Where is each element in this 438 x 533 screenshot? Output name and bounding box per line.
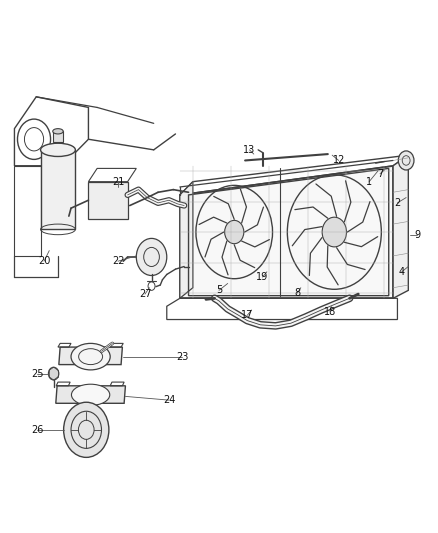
Text: 9: 9 bbox=[414, 230, 420, 240]
Circle shape bbox=[225, 220, 244, 244]
Text: 21: 21 bbox=[112, 176, 124, 187]
Text: 22: 22 bbox=[112, 256, 124, 266]
Ellipse shape bbox=[53, 128, 63, 134]
Text: 19: 19 bbox=[256, 272, 268, 282]
Polygon shape bbox=[41, 150, 75, 229]
Text: 25: 25 bbox=[31, 369, 43, 378]
Text: 26: 26 bbox=[31, 425, 43, 435]
Polygon shape bbox=[56, 386, 125, 403]
Polygon shape bbox=[59, 347, 122, 365]
Text: 27: 27 bbox=[139, 289, 151, 299]
Text: 24: 24 bbox=[163, 395, 175, 405]
Polygon shape bbox=[393, 155, 408, 298]
Text: 5: 5 bbox=[216, 285, 222, 295]
Ellipse shape bbox=[71, 343, 110, 370]
Text: 12: 12 bbox=[332, 156, 345, 165]
Circle shape bbox=[136, 238, 167, 276]
Circle shape bbox=[64, 402, 109, 457]
Text: 23: 23 bbox=[176, 352, 188, 361]
Polygon shape bbox=[53, 131, 63, 142]
Polygon shape bbox=[180, 166, 393, 298]
Text: 17: 17 bbox=[241, 310, 254, 320]
Circle shape bbox=[322, 217, 346, 247]
Text: 20: 20 bbox=[38, 256, 50, 266]
Circle shape bbox=[48, 367, 59, 380]
Ellipse shape bbox=[41, 143, 75, 157]
Polygon shape bbox=[88, 182, 127, 219]
Text: 18: 18 bbox=[324, 306, 336, 317]
Polygon shape bbox=[180, 182, 193, 298]
Text: 13: 13 bbox=[244, 145, 256, 155]
Text: 1: 1 bbox=[366, 176, 372, 187]
Text: 2: 2 bbox=[394, 198, 401, 208]
Circle shape bbox=[398, 151, 414, 170]
Text: 7: 7 bbox=[377, 169, 383, 179]
Text: 4: 4 bbox=[399, 267, 405, 277]
Ellipse shape bbox=[71, 384, 110, 406]
Text: 8: 8 bbox=[294, 288, 300, 298]
